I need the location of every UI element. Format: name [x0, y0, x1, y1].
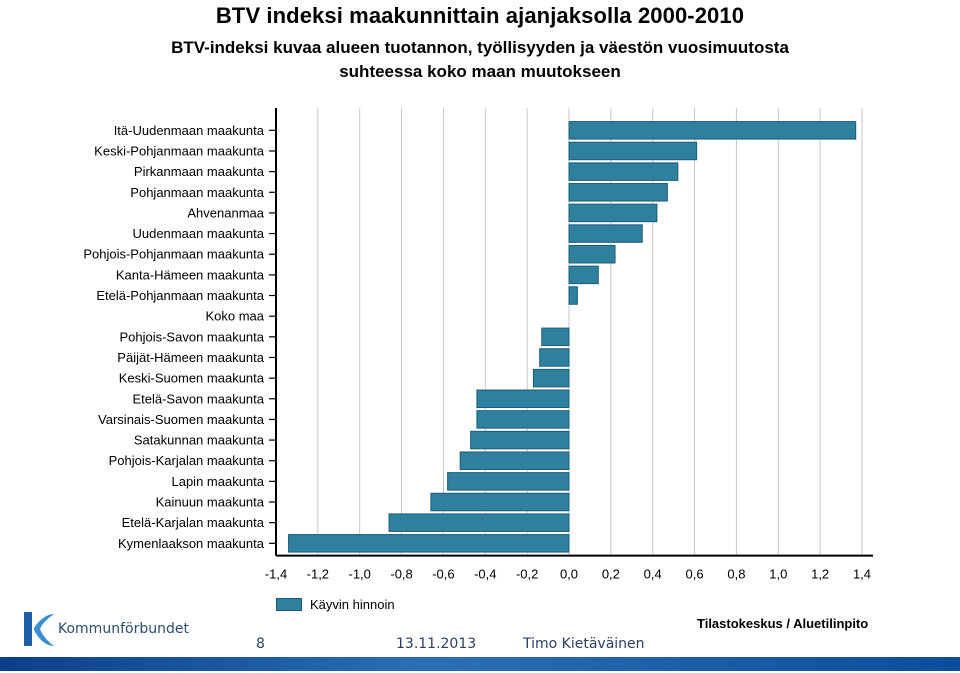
bar: [388, 513, 570, 532]
page-number: 8: [256, 636, 265, 652]
bar: [568, 224, 643, 243]
bottom-bar: [0, 657, 960, 671]
bar: [476, 410, 570, 429]
x-tick-label: 1,4: [853, 567, 871, 582]
bar: [568, 141, 698, 161]
y-tick-label: Keski-Pohjanmaan maakunta: [94, 143, 265, 158]
y-tick-label: Pohjois-Karjalan maakunta: [109, 453, 265, 468]
y-tick-label: Keski-Suomen maakunta: [119, 371, 265, 386]
bar: [539, 348, 570, 367]
y-tick-label: Pohjois-Savon maakunta: [119, 329, 264, 344]
y-tick-label: Pirkanmaan maakunta: [134, 164, 265, 179]
x-tick-label: 1,0: [769, 567, 787, 582]
y-tick-label: Uudenmaan maakunta: [132, 226, 264, 241]
x-tick-label: 0,8: [727, 567, 745, 582]
x-tick-label: -1,0: [349, 567, 371, 582]
bar: [288, 534, 570, 553]
x-tick-label: -0,8: [390, 567, 412, 582]
y-tick-label: Etelä-Karjalan maakunta: [122, 515, 265, 530]
legend-swatch: [276, 598, 302, 611]
x-tick-label: -0,4: [474, 567, 496, 582]
y-tick-label: Pohjanmaan maakunta: [130, 185, 264, 200]
subtitle-line-2: suhteessa koko maan muutokseen: [339, 62, 621, 81]
x-tick-label: -1,2: [307, 567, 329, 582]
x-tick-label: 0,6: [686, 567, 704, 582]
bar: [532, 368, 570, 388]
logo-text: Kommunförbundet: [58, 621, 189, 637]
subtitle-line-1: BTV-indeksi kuvaa alueen tuotannon, työl…: [171, 38, 789, 57]
bar: [568, 203, 658, 223]
y-tick-label: Lapin maakunta: [171, 474, 264, 489]
source-credit: Tilastokeskus / Aluetilinpito: [697, 616, 869, 631]
x-tick-label: -0,2: [516, 567, 538, 582]
bar: [447, 472, 570, 491]
bar: [476, 389, 570, 409]
x-tick-label: 0,4: [644, 567, 662, 582]
footer-date: 13.11.2013: [396, 636, 477, 652]
y-tick-label: Etelä-Pohjanmaan maakunta: [96, 288, 264, 303]
x-tick-label: -0,6: [432, 567, 454, 582]
chart-title: BTV indeksi maakunnittain ajanjaksolla 2…: [215, 3, 745, 28]
bar: [470, 430, 570, 450]
y-tick-label: Päijät-Hämeen maakunta: [117, 350, 264, 365]
y-tick-label: Ahvenanmaa: [187, 205, 264, 220]
y-tick-label: Kainuun maakunta: [156, 495, 265, 510]
x-tick-label: 0,0: [560, 567, 578, 582]
y-tick-label: Pohjois-Pohjanmaan maakunta: [83, 247, 264, 262]
bar: [430, 492, 570, 512]
logo-mark-icon: [24, 612, 54, 646]
y-tick-label: Kanta-Hämeen maakunta: [116, 267, 265, 282]
bar: [568, 121, 857, 140]
y-tick-label: Koko maa: [205, 309, 264, 324]
chart-subtitle: BTV-indeksi kuvaa alueen tuotannon, työl…: [80, 36, 880, 84]
y-tick-label: Varsinais-Suomen maakunta: [98, 412, 265, 427]
bar: [568, 162, 679, 181]
y-tick-label: Etelä-Savon maakunta: [132, 391, 264, 406]
bar: [541, 327, 570, 347]
x-tick-label: 1,2: [811, 567, 829, 582]
footer-author: Timo Kietäväinen: [523, 636, 645, 652]
kommunforbundet-logo: Kommunförbundet: [20, 610, 189, 648]
bar-chart: -1,4 -1,2 -1,0 -0,8 -0,6 -0,4 -0,2 0,0 0,2 0,4 0,6…: [83, 108, 873, 582]
y-tick-label: Itä-Uudenmaan maakunta: [114, 123, 265, 138]
bar: [568, 286, 578, 305]
legend: Käyvin hinnoin: [276, 597, 395, 612]
y-tick-label: Kymenlaakson maakunta: [118, 536, 265, 551]
x-tick-label: -1,4: [265, 567, 287, 582]
legend-label: Käyvin hinnoin: [310, 597, 395, 612]
y-tick-label: Satakunnan maakunta: [134, 433, 265, 448]
bar: [568, 244, 616, 264]
bar: [459, 451, 570, 470]
x-tick-label: 0,2: [602, 567, 620, 582]
bar: [568, 183, 668, 202]
bar: [568, 265, 599, 285]
